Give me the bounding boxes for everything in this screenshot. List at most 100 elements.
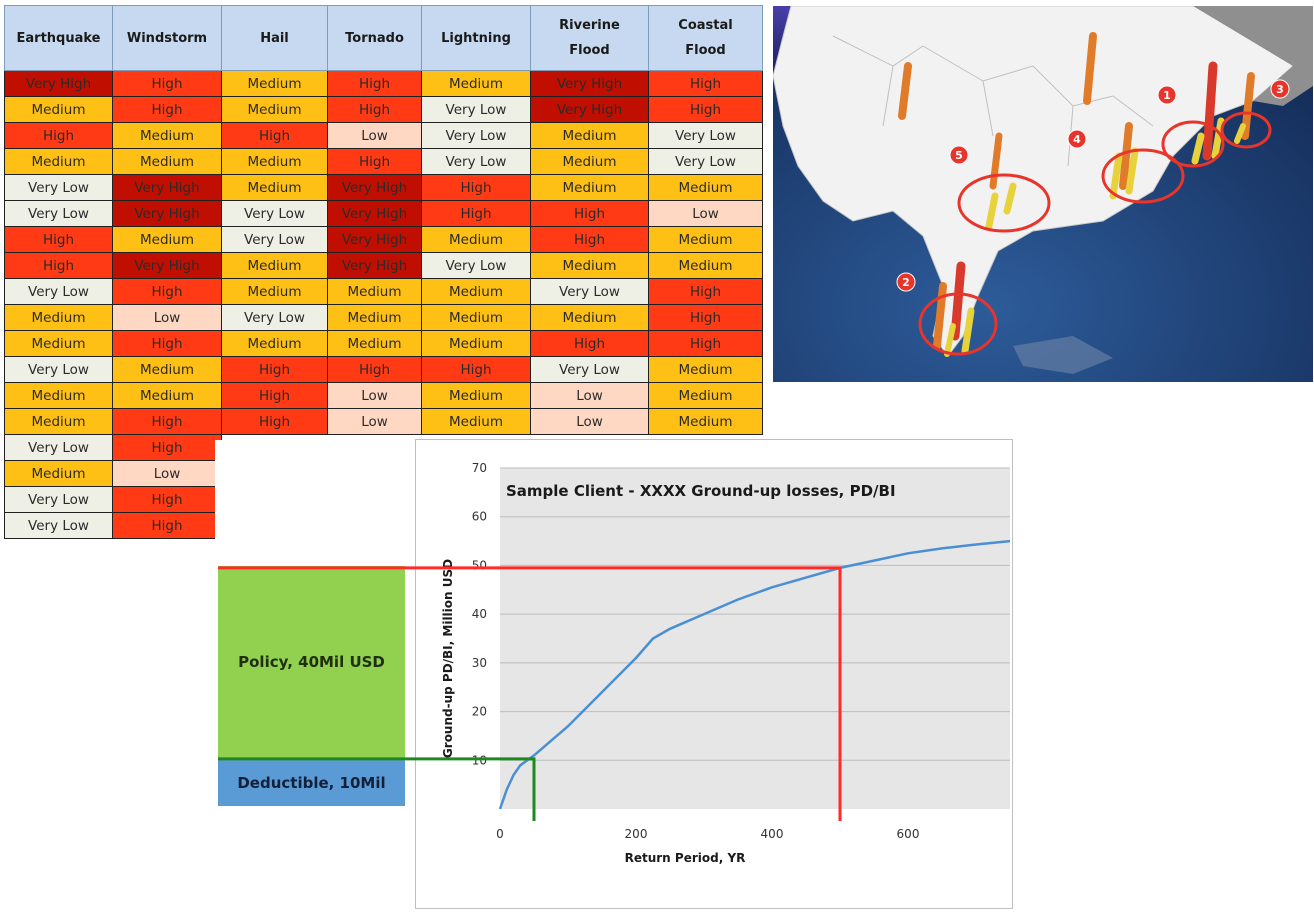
- risk-cell: High: [649, 331, 763, 357]
- deductible-layer-box: Deductible, 10Mil: [218, 760, 405, 806]
- risk-cell: Medium: [531, 175, 649, 201]
- risk-cell: Medium: [328, 331, 422, 357]
- risk-cell: Medium: [222, 71, 328, 97]
- risk-cell: Medium: [113, 227, 222, 253]
- risk-cell: Very Low: [5, 357, 113, 383]
- table-row: High Medium Very Low Very High Medium High Med…: [5, 227, 763, 253]
- loss-chart-frame: 10 20 30 40 50 60 70 0 200 400 600 Sample Client …: [415, 439, 1013, 909]
- risk-cell: Very Low: [649, 149, 763, 175]
- table-row: Very Low Very High Medium Very High High Medi…: [5, 175, 763, 201]
- risk-cell: Medium: [531, 123, 649, 149]
- x-axis-label: Return Period, YR: [625, 851, 746, 865]
- y-tick-label: 50: [472, 558, 487, 572]
- risk-cell: High: [222, 123, 328, 149]
- x-tick-label: 0: [496, 827, 504, 841]
- risk-cell: Very High: [328, 201, 422, 227]
- table-row: Very Low Medium High High High Very Low Medium: [5, 357, 763, 383]
- marker-label: 1: [1163, 89, 1171, 102]
- risk-cell: Very Low: [422, 123, 531, 149]
- risk-cell: High: [113, 97, 222, 123]
- risk-cell: High: [222, 357, 328, 383]
- table-header-row: Earthquake Windstorm Hail Tornado Lightning R…: [5, 6, 763, 71]
- y-tick-label: 30: [472, 656, 487, 670]
- risk-cell: Low: [113, 305, 222, 331]
- risk-cell: High: [531, 227, 649, 253]
- risk-cell: Medium: [5, 331, 113, 357]
- risk-cell: Low: [328, 409, 422, 435]
- chart-title: Sample Client - XXXX Ground-up losses, P…: [506, 482, 896, 500]
- risk-cell: High: [328, 149, 422, 175]
- risk-cell: High: [113, 487, 222, 513]
- site-marker: 1: [1158, 86, 1176, 104]
- column-header: Earthquake: [5, 6, 113, 71]
- risk-cell: Medium: [328, 305, 422, 331]
- risk-cell: Medium: [531, 253, 649, 279]
- site-marker: 2: [897, 273, 915, 291]
- risk-cell: Medium: [5, 97, 113, 123]
- risk-cell: Medium: [649, 175, 763, 201]
- y-tick-label: 20: [472, 705, 487, 719]
- risk-cell: Very Low: [422, 97, 531, 123]
- risk-cell: High: [328, 71, 422, 97]
- risk-cell: Medium: [222, 279, 328, 305]
- risk-cell: Medium: [422, 331, 531, 357]
- risk-cell: Medium: [531, 149, 649, 175]
- risk-cell: Medium: [422, 71, 531, 97]
- x-tick-label: 200: [625, 827, 648, 841]
- y-axis-label: Ground-up PD/BI, Million USD: [441, 559, 455, 758]
- y-tick-label: 40: [472, 607, 487, 621]
- risk-cell: Very High: [531, 97, 649, 123]
- risk-cell: High: [531, 201, 649, 227]
- risk-cell: Medium: [422, 409, 531, 435]
- risk-cell: Medium: [5, 461, 113, 487]
- marker-label: 2: [902, 276, 910, 289]
- table-row: Medium Low Very Low Medium Medium Medium High: [5, 305, 763, 331]
- risk-cell: Medium: [5, 383, 113, 409]
- risk-cell: Very Low: [5, 487, 113, 513]
- risk-cell: High: [422, 201, 531, 227]
- risk-cell: High: [649, 71, 763, 97]
- table-row: Very Low Very High Very Low Very High High Hi…: [5, 201, 763, 227]
- site-marker: 4: [1068, 130, 1086, 148]
- column-header: Windstorm: [113, 6, 222, 71]
- risk-cell: High: [649, 305, 763, 331]
- risk-cell: Medium: [5, 149, 113, 175]
- risk-cell: Very High: [328, 253, 422, 279]
- risk-cell: High: [649, 279, 763, 305]
- risk-cell: Very Low: [649, 123, 763, 149]
- table-row: Medium High Medium High Very Low Very High Hig…: [5, 97, 763, 123]
- risk-cell: Medium: [328, 279, 422, 305]
- policy-label: Policy, 40Mil USD: [238, 653, 385, 671]
- risk-cell: High: [222, 383, 328, 409]
- y-tick-label: 60: [472, 510, 487, 524]
- marker-label: 5: [955, 149, 963, 162]
- table-row: Medium High High Low Medium Low Medium: [5, 409, 763, 435]
- risk-cell: Low: [649, 201, 763, 227]
- risk-cell: Low: [531, 383, 649, 409]
- risk-cell: Medium: [422, 227, 531, 253]
- risk-cell: Medium: [113, 149, 222, 175]
- risk-cell: Very High: [113, 175, 222, 201]
- risk-bar: [1207, 66, 1213, 156]
- risk-cell: High: [5, 123, 113, 149]
- risk-cell: Very Low: [222, 227, 328, 253]
- deductible-label: Deductible, 10Mil: [237, 774, 385, 792]
- risk-cell: Medium: [649, 409, 763, 435]
- risk-cell: High: [649, 97, 763, 123]
- risk-cell: Medium: [113, 383, 222, 409]
- risk-cell: Medium: [649, 253, 763, 279]
- risk-cell: Very High: [5, 71, 113, 97]
- risk-cell: Medium: [222, 331, 328, 357]
- risk-cell: High: [5, 227, 113, 253]
- risk-cell: High: [113, 279, 222, 305]
- risk-cell: Medium: [649, 357, 763, 383]
- risk-cell: Very Low: [5, 279, 113, 305]
- site-marker: 3: [1271, 80, 1289, 98]
- risk-cell: High: [422, 175, 531, 201]
- risk-cell: Medium: [222, 253, 328, 279]
- risk-cell: Very High: [531, 71, 649, 97]
- table-row: Very Low High Medium Medium Medium Very Low Hi…: [5, 279, 763, 305]
- map-svg: 1 2 3 4 5: [773, 6, 1313, 382]
- table-row: Medium High Medium Medium Medium High High: [5, 331, 763, 357]
- x-tick-label: 400: [761, 827, 784, 841]
